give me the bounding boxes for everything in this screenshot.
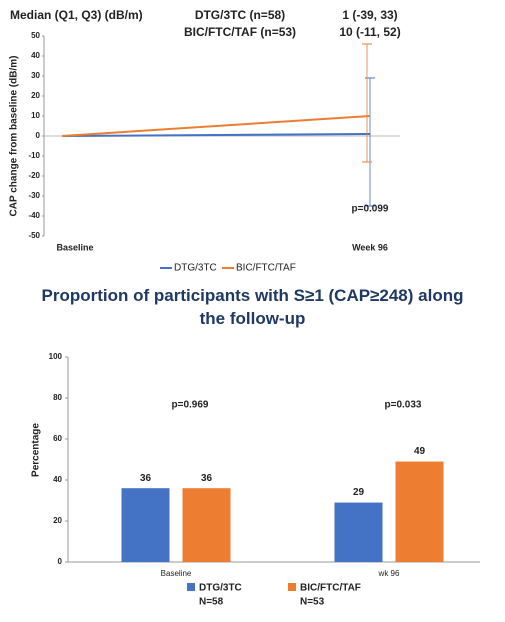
y-tick-label: 50 — [31, 31, 40, 40]
line — [61, 115, 371, 137]
legend-label: BIC/FTC/TAF — [236, 263, 296, 274]
x-tick-label: Baseline — [161, 569, 192, 578]
legend-n-label: N=53 — [300, 597, 325, 608]
y-tick-label: 80 — [53, 393, 62, 402]
y-tick-label: 40 — [31, 51, 40, 60]
y-tick-label: -40 — [28, 211, 40, 220]
y-tick-label: 0 — [36, 131, 41, 140]
header-text: 10 (-11, 52) — [339, 25, 400, 39]
bar — [334, 502, 383, 562]
x-tick-label: Baseline — [56, 242, 93, 252]
value-label: 36 — [201, 473, 213, 484]
value-label: 29 — [353, 487, 365, 498]
header-text: DTG/3TC (n=58) — [195, 8, 285, 22]
y-axis-label: CAP change from baseline (dB/m) — [9, 56, 20, 217]
value-label: 36 — [140, 473, 152, 484]
y-tick-label: 0 — [58, 557, 63, 566]
chart-title: Proportion of participants with S≥1 (CAP… — [41, 286, 464, 328]
legend-n-label: N=58 — [199, 597, 224, 608]
y-tick-label: 10 — [31, 111, 40, 120]
header-text: Median (Q1, Q3) (dB/m) — [10, 8, 143, 22]
x-tick-label: wk 96 — [378, 569, 400, 578]
bar — [121, 488, 170, 562]
x-tick-label: Week 96 — [352, 242, 388, 252]
value-label: 49 — [414, 446, 426, 457]
y-tick-label: 30 — [31, 71, 40, 80]
annotation: p=0.099 — [352, 204, 389, 215]
y-tick-label: 60 — [53, 434, 62, 443]
header-text: 1 (-39, 33) — [342, 8, 397, 22]
legend-label: DTG/3TC — [174, 263, 217, 274]
y-tick-label: 20 — [31, 91, 40, 100]
y-tick-label: -30 — [28, 191, 40, 200]
bar — [395, 461, 444, 562]
bar — [182, 488, 231, 562]
y-tick-label: 20 — [53, 516, 62, 525]
legend-swatch — [288, 583, 296, 591]
legend-label: BIC/FTC/TAF — [300, 583, 361, 594]
legend-label: DTG/3TC — [199, 583, 242, 594]
annotation: p=0.033 — [385, 400, 422, 411]
y-tick-label: -10 — [28, 151, 40, 160]
line — [61, 133, 371, 137]
header-text: BIC/FTC/TAF (n=53) — [184, 25, 296, 39]
y-tick-label: 40 — [53, 475, 62, 484]
legend-swatch — [187, 583, 195, 591]
y-axis-label: Percentage — [31, 423, 42, 477]
y-tick-label: -20 — [28, 171, 40, 180]
y-tick-label: 100 — [49, 352, 63, 361]
y-tick-label: -50 — [28, 231, 40, 240]
annotation: p=0.969 — [172, 400, 209, 411]
